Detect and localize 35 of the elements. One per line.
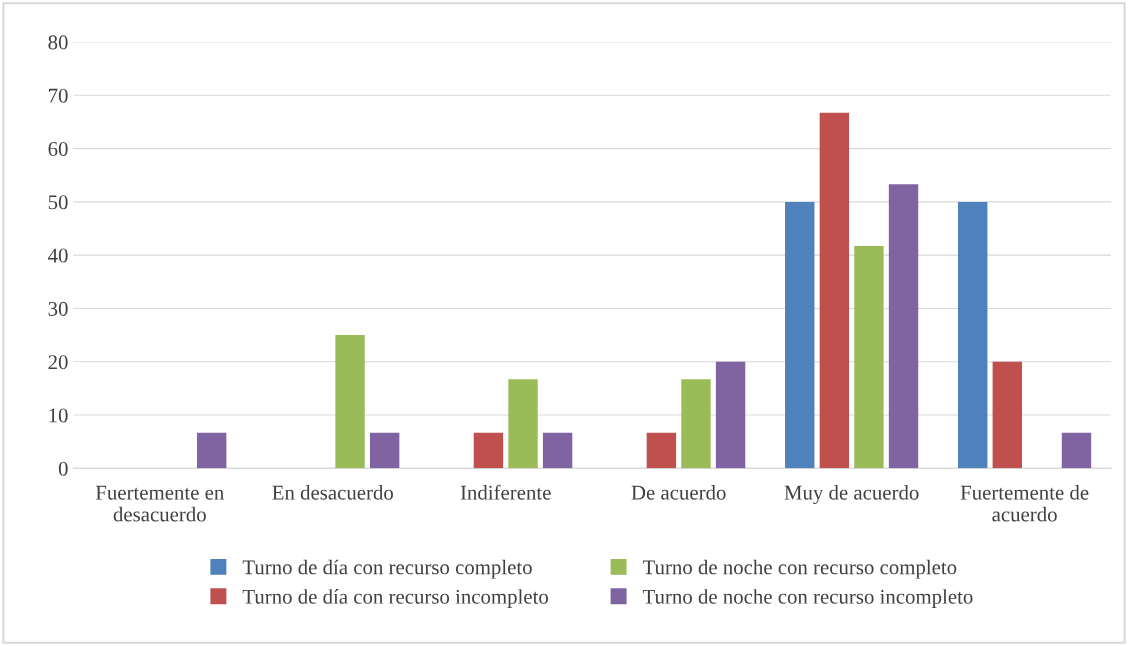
bar (196, 432, 227, 469)
y-tick-label: 50 (48, 195, 68, 210)
bar (992, 361, 1023, 469)
bar (819, 112, 850, 469)
legend-label: Turno de noche con recurso completo (642, 559, 957, 579)
bar (369, 432, 400, 469)
legend-label: Turno de día con recurso completo (242, 559, 532, 579)
y-tick-label: 60 (48, 141, 68, 157)
y-tick-label: 20 (48, 355, 68, 370)
bar (473, 432, 504, 469)
x-tick-label: Fuertemente en desacuerdo (95, 485, 224, 522)
x-tick-label: De acuerdo (631, 485, 726, 500)
x-tick-label: Fuertemente de acuerdo (960, 485, 1089, 522)
y-tick-label: 70 (49, 88, 68, 103)
bar (646, 432, 677, 469)
x-tick-label: En desacuerdo (272, 485, 393, 500)
x-tick-label: Indiferente (460, 484, 551, 500)
bar (681, 379, 711, 469)
y-tick-label: 80 (48, 35, 68, 50)
bar (1061, 432, 1092, 469)
bar (715, 361, 746, 469)
x-tick-label: Muy de acuerdo (784, 485, 919, 504)
bar (854, 246, 884, 469)
y-tick-label: 40 (48, 248, 68, 263)
y-tick-label: 0 (58, 461, 68, 476)
legend-label: Turno de noche con recurso incompleto (642, 589, 973, 609)
y-tick-label: 10 (49, 408, 68, 423)
bar (785, 201, 815, 469)
legend-label: Turno de día con recurso incompleto (242, 589, 548, 609)
bar (335, 335, 365, 469)
bar (888, 184, 919, 469)
bar (508, 379, 538, 469)
bar (542, 432, 573, 469)
bar (958, 201, 988, 469)
y-tick-label: 30 (48, 301, 68, 316)
